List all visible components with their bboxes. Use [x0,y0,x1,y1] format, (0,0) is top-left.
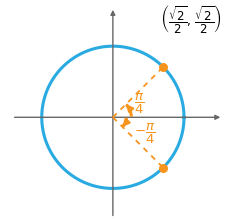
Text: $-\dfrac{\pi}{4}$: $-\dfrac{\pi}{4}$ [134,122,156,147]
Text: $\dfrac{\pi}{4}$: $\dfrac{\pi}{4}$ [134,92,145,116]
Point [161,65,165,69]
Text: $\left(\dfrac{\sqrt{2}}{2},\, \dfrac{\sqrt{2}}{2}\right)$: $\left(\dfrac{\sqrt{2}}{2},\, \dfrac{\sq… [160,3,222,35]
Point [161,166,165,169]
